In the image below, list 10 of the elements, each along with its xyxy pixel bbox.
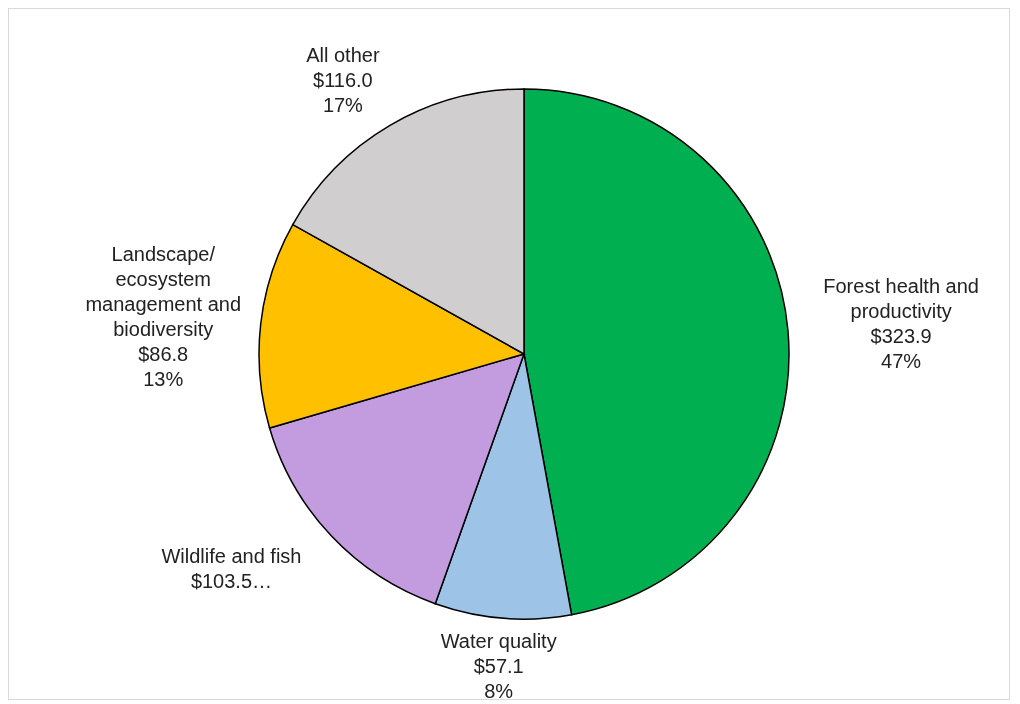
slice-label: Forest health and productivity (823, 275, 979, 323)
data-label: $57.1 8% (473, 655, 524, 703)
data-label: $323.9 47% (870, 325, 932, 373)
slice-label: Water quality (440, 630, 557, 653)
data-label: $103.5… (190, 569, 273, 592)
slice-label: Wildlife and fish (161, 544, 302, 567)
slice-label: Landscape/ecosystem management and biodiversity (85, 243, 242, 341)
data-label: $86.8 13% (138, 343, 189, 391)
slice-label: All other (306, 44, 380, 67)
data-label: $116.0 17% (313, 69, 373, 117)
